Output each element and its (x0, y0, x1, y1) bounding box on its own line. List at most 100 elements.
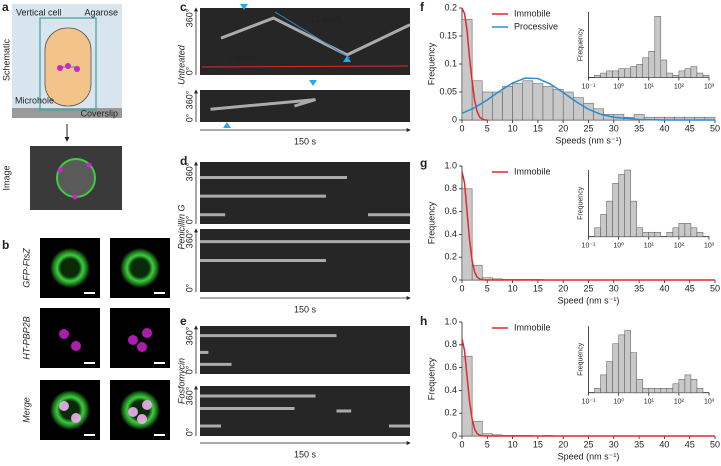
histogram-bar (678, 70, 686, 78)
histogram-bar (666, 231, 674, 237)
histogram-bar (492, 91, 503, 121)
panel-label: c (180, 0, 187, 14)
spot (59, 329, 69, 339)
y-tick-label: 0.4 (444, 385, 457, 395)
x-tick-label: 20 (558, 439, 568, 449)
micrograph (110, 308, 170, 368)
histogram-bar (512, 83, 523, 121)
kymograph (200, 386, 410, 436)
ring (120, 390, 160, 430)
time-label: 150 s (294, 304, 317, 314)
y-tick-label: 0.2 (444, 252, 457, 262)
histogram-bar (648, 387, 656, 393)
panel-label: b (2, 238, 9, 252)
x-tick-label: 10² (674, 83, 685, 90)
angle-label: 360° (184, 8, 194, 27)
histogram-bar (654, 16, 662, 78)
histogram-bar (672, 383, 680, 393)
histogram-bar (532, 83, 544, 121)
y-tick-label: 0.6 (444, 362, 457, 372)
fit-curve (461, 338, 715, 437)
fit-curve (461, 7, 488, 121)
x-tick-label: 15 (533, 283, 543, 293)
y-tick-label: 0 (452, 274, 457, 284)
spot (137, 342, 147, 352)
angle-label: 360° (184, 162, 194, 181)
x-tick-label: 10³ (704, 399, 715, 406)
panel-label: d (180, 154, 187, 168)
angle-label: 0° (184, 283, 194, 292)
histogram-bar (612, 70, 619, 78)
histogram-bar (684, 374, 692, 393)
panel-label: e (180, 314, 187, 328)
x-tick-label: 10² (674, 243, 685, 250)
spot (71, 341, 81, 351)
histogram-bar (522, 80, 534, 121)
y-axis-label: Frequency (426, 357, 436, 400)
histogram-bar (612, 343, 619, 393)
angle-label: 360° (184, 90, 194, 109)
streak (210, 98, 316, 111)
histogram-bar (630, 352, 637, 393)
spot (137, 414, 147, 424)
x-tick-label: 10⁻¹ (582, 83, 596, 90)
kymograph (200, 326, 410, 374)
condition-label: Untreated (176, 44, 186, 85)
x-tick-label: 50 (710, 439, 720, 449)
x-tick-label: 45 (685, 439, 695, 449)
marker (309, 80, 317, 86)
x-tick-label: 40 (659, 283, 669, 293)
x-tick-label: 10¹ (644, 399, 655, 406)
x-tick-label: 30 (609, 439, 619, 449)
histogram-bar (606, 200, 613, 237)
fit-curve (461, 171, 715, 281)
x-tick-label: 45 (685, 283, 695, 293)
histogram-bar (696, 72, 704, 78)
x-tick-label: 20 (558, 283, 568, 293)
x-tick-label: 35 (634, 439, 644, 449)
histogram-bar (624, 330, 631, 393)
x-axis-label: Speed (nm s⁻¹) (558, 295, 620, 305)
x-tick-label: 10⁻¹ (582, 399, 596, 406)
histogram-bar (600, 214, 607, 237)
x-tick-label: 30 (609, 283, 619, 293)
kymograph (200, 8, 410, 75)
legend-label: Immobile (514, 8, 551, 18)
angle-label: 0° (184, 427, 194, 436)
x-tick-label: 10¹ (644, 243, 655, 250)
marker (343, 56, 351, 62)
histogram-bar (642, 387, 650, 393)
histogram-bar (618, 68, 625, 78)
histogram-bar (630, 66, 637, 78)
angle-label: 0° (184, 365, 194, 374)
y-tick-label: 0.2 (444, 2, 457, 12)
x-tick-label: 10³ (704, 83, 715, 90)
histogram-bar (618, 174, 625, 237)
x-tick-label: 10⁰ (613, 242, 624, 250)
histogram-bar (552, 88, 564, 121)
micrograph (40, 308, 100, 368)
fit-line (201, 65, 409, 68)
x-tick-label: 0 (459, 439, 464, 449)
histogram-bar (684, 223, 692, 237)
y-tick-label: 1.0 (444, 160, 457, 170)
microscopy (40, 238, 170, 440)
angle-label: 0° (184, 215, 194, 224)
panel-label: h (420, 314, 427, 328)
histogram-bar (666, 387, 674, 393)
x-tick-label: 30 (609, 123, 619, 133)
histogram-bar (678, 379, 686, 393)
y-tick-label: 0.4 (444, 229, 457, 239)
y-tick-label: 0.05 (439, 86, 457, 96)
x-tick-label: 10² (674, 399, 685, 406)
histogram-bar (690, 227, 698, 237)
histogram-bar (502, 86, 513, 121)
histogram-bar (636, 64, 643, 78)
legend-label: Immobile (514, 166, 551, 176)
condition-label: Penicillin G (176, 204, 186, 249)
kymographs (194, 4, 411, 445)
x-tick-label: 10 (508, 123, 518, 133)
time-label: 150 s (294, 449, 317, 459)
histogram-bar (600, 72, 607, 78)
x-tick-label: 15 (533, 123, 543, 133)
